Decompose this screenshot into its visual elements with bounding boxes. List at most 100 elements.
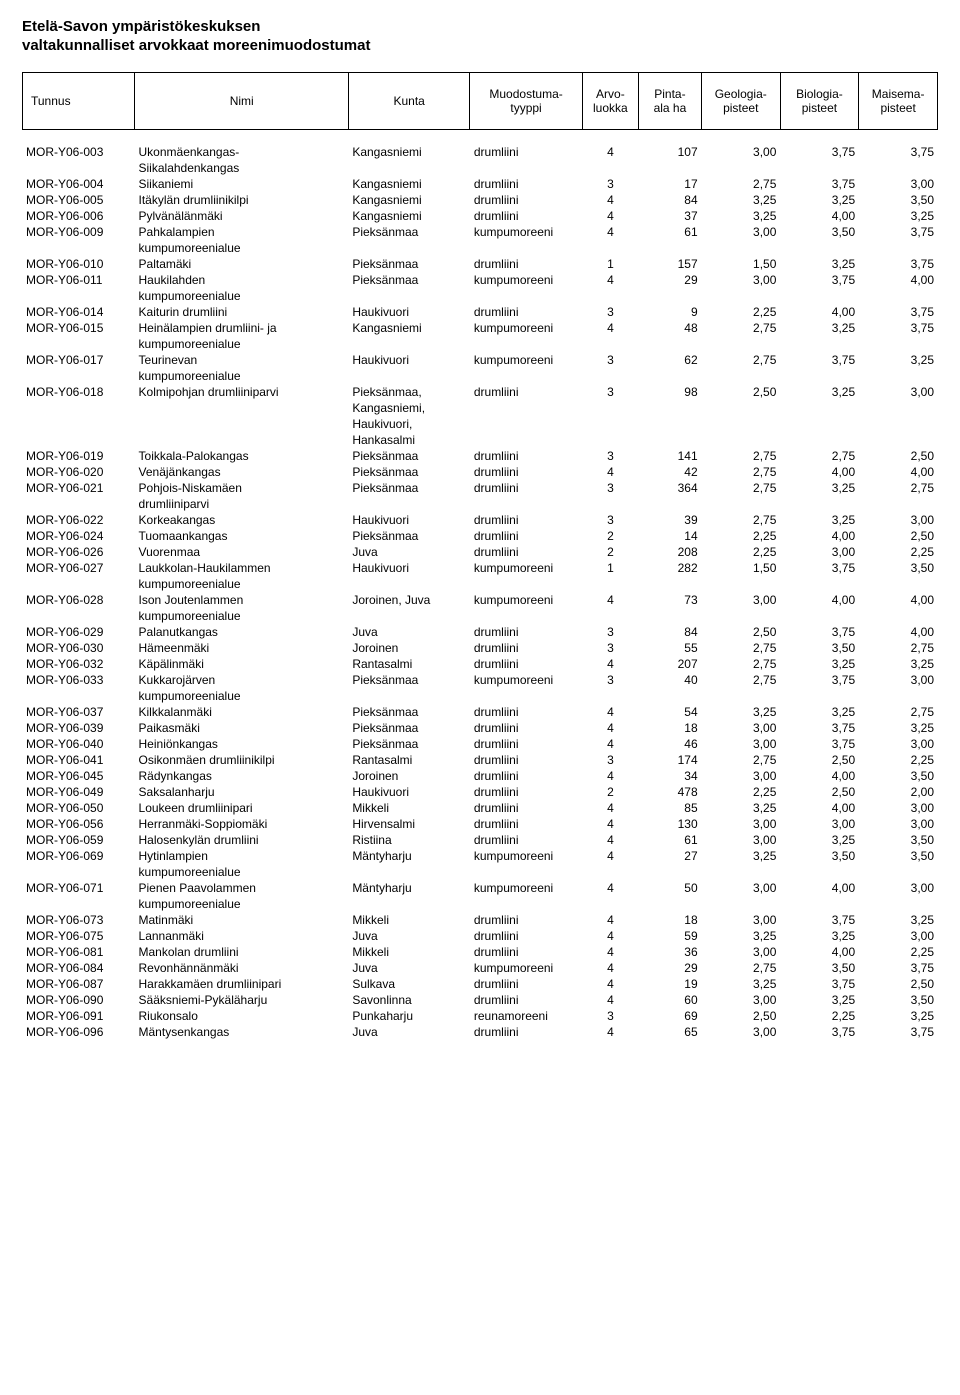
cell-arvo: 4: [582, 592, 638, 608]
cell-arvo: 1: [582, 256, 638, 272]
cell-tyyppi: drumliini: [470, 448, 583, 464]
table-row-cont: kumpumoreenialue: [22, 288, 938, 304]
header-table: Tunnus Nimi Kunta Muodostuma- tyyppi Arv…: [22, 72, 938, 130]
cell-kunta: Pieksänmaa: [348, 480, 470, 496]
table-row: MOR-Y06-003Ukonmäenkangas-Kangasniemidru…: [22, 144, 938, 160]
cell-nimi-cont: kumpumoreenialue: [135, 288, 349, 304]
cell-bio: 3,25: [780, 256, 859, 272]
table-row: MOR-Y06-032KäpälinmäkiRantasalmidrumliin…: [22, 656, 938, 672]
cell-kunta: Ristiina: [348, 832, 470, 848]
cell-mai: 3,00: [859, 672, 938, 688]
cell-nimi: Mankolan drumliini: [135, 944, 349, 960]
cell-mai: 3,00: [859, 816, 938, 832]
table-row: MOR-Y06-029PalanutkangasJuvadrumliini384…: [22, 624, 938, 640]
cell-kunta: Mäntyharju: [348, 848, 470, 864]
cell-tyyppi: drumliini: [470, 528, 583, 544]
cell-mai: 2,25: [859, 944, 938, 960]
cell-tyyppi: drumliini: [470, 976, 583, 992]
table-row: MOR-Y06-090Sääksniemi-PykäläharjuSavonli…: [22, 992, 938, 1008]
cell-pinta: 69: [639, 1008, 702, 1024]
cell-tunnus: MOR-Y06-087: [22, 976, 135, 992]
cell-tyyppi: kumpumoreeni: [470, 272, 583, 288]
table-row: MOR-Y06-005Itäkylän drumliinikilpiKangas…: [22, 192, 938, 208]
cell-arvo: 4: [582, 144, 638, 160]
cell-mai: 3,50: [859, 768, 938, 784]
cell-kunta-cont: [348, 336, 470, 352]
cell-tunnus: MOR-Y06-024: [22, 528, 135, 544]
cell-bio: 3,25: [780, 384, 859, 400]
cell-geo: 2,75: [702, 640, 781, 656]
cell-nimi: Palanutkangas: [135, 624, 349, 640]
cell-nimi: Saksalanharju: [135, 784, 349, 800]
cell-pinta: 84: [639, 624, 702, 640]
cell-arvo: 3: [582, 176, 638, 192]
cell-tyyppi: drumliini: [470, 656, 583, 672]
table-row: MOR-Y06-027Laukkolan-HaukilammenHaukivuo…: [22, 560, 938, 576]
cell-pinta: 107: [639, 144, 702, 160]
cell-kunta: Kangasniemi: [348, 176, 470, 192]
cell-nimi-cont: kumpumoreenialue: [135, 576, 349, 592]
cell-tunnus: MOR-Y06-017: [22, 352, 135, 368]
cell-nimi-cont: kumpumoreenialue: [135, 896, 349, 912]
cell-nimi: Kilkkalanmäki: [135, 704, 349, 720]
cell-geo: 3,25: [702, 192, 781, 208]
cell-nimi-cont: kumpumoreenialue: [135, 864, 349, 880]
cell-tunnus: MOR-Y06-018: [22, 384, 135, 400]
cell-kunta: Pieksänmaa: [348, 256, 470, 272]
cell-geo: 2,75: [702, 320, 781, 336]
cell-tyyppi: drumliini: [470, 912, 583, 928]
cell-arvo: 4: [582, 976, 638, 992]
cell-tunnus: MOR-Y06-049: [22, 784, 135, 800]
cell-geo: 2,75: [702, 480, 781, 496]
cell-kunta: Haukivuori: [348, 560, 470, 576]
cell-nimi-cont: kumpumoreenialue: [135, 240, 349, 256]
table-row: MOR-Y06-033KukkarojärvenPieksänmaakumpum…: [22, 672, 938, 688]
cell-arvo: 2: [582, 528, 638, 544]
cell-kunta: Haukivuori: [348, 784, 470, 800]
cell-tunnus: MOR-Y06-030: [22, 640, 135, 656]
cell-bio: 3,75: [780, 624, 859, 640]
table-row: MOR-Y06-050Loukeen drumliinipariMikkelid…: [22, 800, 938, 816]
cell-kunta: Joroinen: [348, 768, 470, 784]
cell-nimi-cont: Siikalahdenkangas: [135, 160, 349, 176]
cell-nimi: Rädynkangas: [135, 768, 349, 784]
cell-arvo: 4: [582, 832, 638, 848]
cell-nimi: Kaiturin drumliini: [135, 304, 349, 320]
table-row: MOR-Y06-056Herranmäki-SoppiomäkiHirvensa…: [22, 816, 938, 832]
table-row: MOR-Y06-081Mankolan drumliiniMikkelidrum…: [22, 944, 938, 960]
cell-tyyppi: drumliini: [470, 384, 583, 400]
cell-geo: 3,00: [702, 144, 781, 160]
cell-geo: 3,00: [702, 912, 781, 928]
cell-kunta: Pieksänmaa: [348, 224, 470, 240]
cell-tunnus: MOR-Y06-073: [22, 912, 135, 928]
cell-bio: 3,25: [780, 832, 859, 848]
cell-tunnus: MOR-Y06-019: [22, 448, 135, 464]
cell-kunta: Pieksänmaa: [348, 736, 470, 752]
cell-nimi: Venäjänkangas: [135, 464, 349, 480]
cell-arvo: 4: [582, 720, 638, 736]
cell-mai: 3,00: [859, 176, 938, 192]
cell-bio: 3,50: [780, 848, 859, 864]
cell-nimi: Pahkalampien: [135, 224, 349, 240]
cell-pinta: 14: [639, 528, 702, 544]
cell-tunnus: MOR-Y06-084: [22, 960, 135, 976]
cell-nimi-cont: [135, 416, 349, 432]
cell-tunnus: MOR-Y06-071: [22, 880, 135, 896]
table-row: MOR-Y06-049SaksalanharjuHaukivuoridrumli…: [22, 784, 938, 800]
cell-pinta: 62: [639, 352, 702, 368]
cell-kunta: Punkaharju: [348, 1008, 470, 1024]
cell-tunnus: MOR-Y06-026: [22, 544, 135, 560]
table-row-cont: Kangasniemi,: [22, 400, 938, 416]
cell-bio: 4,00: [780, 880, 859, 896]
cell-tunnus: MOR-Y06-015: [22, 320, 135, 336]
cell-mai: 4,00: [859, 592, 938, 608]
cell-tyyppi: drumliini: [470, 704, 583, 720]
cell-arvo: 4: [582, 656, 638, 672]
cell-nimi: Mäntysenkangas: [135, 1024, 349, 1040]
cell-nimi: Harakkamäen drumliinipari: [135, 976, 349, 992]
cell-arvo: 3: [582, 1008, 638, 1024]
cell-pinta: 40: [639, 672, 702, 688]
cell-tyyppi: drumliini: [470, 944, 583, 960]
cell-mai: 3,00: [859, 736, 938, 752]
cell-geo: 2,75: [702, 752, 781, 768]
